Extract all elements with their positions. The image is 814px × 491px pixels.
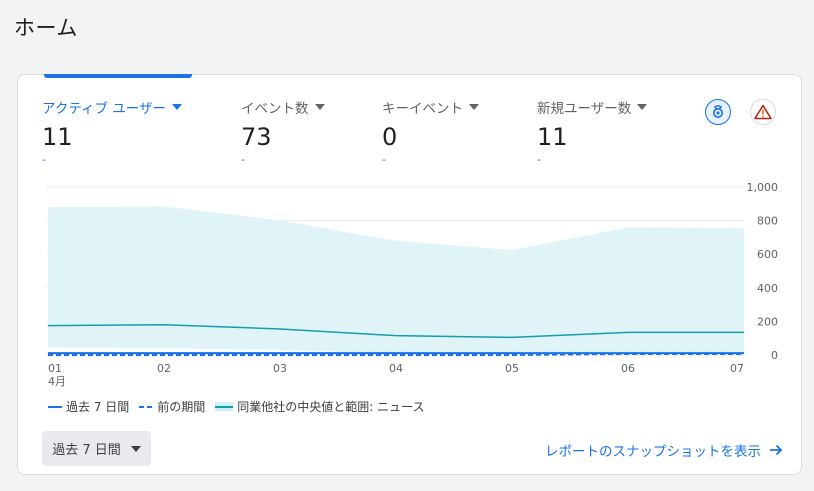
metric-tab-new-users[interactable]: 新規ユーザー数 11 - bbox=[537, 97, 648, 166]
metric-label-text: アクティブ ユーザー bbox=[42, 101, 167, 117]
legend-item-previous: 前の期間 bbox=[139, 398, 205, 415]
legend-label: 同業他社の中央値と範囲: ニュース bbox=[237, 400, 425, 414]
metric-label-new-users[interactable]: 新規ユーザー数 bbox=[537, 97, 648, 117]
metric-label-active-users[interactable]: アクティブ ユーザー bbox=[42, 97, 183, 117]
x-month-label: 4月 bbox=[48, 375, 66, 388]
y-tick-label: 0 bbox=[771, 349, 778, 362]
y-tick-label: 600 bbox=[757, 248, 778, 261]
metric-change: - bbox=[241, 153, 245, 166]
active-tab-indicator bbox=[44, 74, 192, 78]
caret-down-icon bbox=[172, 104, 183, 110]
peer-range-band bbox=[48, 206, 744, 355]
overview-card: アクティブ ユーザー 11 - イベント数 73 - キーイベント 0 - 新規… bbox=[17, 74, 802, 475]
date-range-dropdown[interactable]: 過去 7 日間 bbox=[42, 431, 151, 466]
date-range-label: 過去 7 日間 bbox=[52, 443, 121, 458]
metric-change: - bbox=[382, 153, 386, 166]
y-tick-label: 200 bbox=[757, 315, 778, 328]
page-title: ホーム bbox=[14, 16, 78, 40]
legend-label: 前の期間 bbox=[157, 400, 206, 414]
metric-label-text: イベント数 bbox=[241, 101, 309, 117]
legend-swatch bbox=[139, 405, 154, 408]
y-tick-label: 400 bbox=[757, 282, 778, 295]
metric-change: - bbox=[537, 153, 541, 166]
x-tick-label: 01 bbox=[48, 362, 62, 375]
metric-label-text: キーイベント bbox=[382, 101, 463, 117]
metric-tab-active-users[interactable]: アクティブ ユーザー 11 - bbox=[42, 97, 183, 166]
metric-value: 11 bbox=[42, 123, 73, 151]
metric-value: 11 bbox=[537, 123, 568, 151]
caret-down-icon bbox=[637, 104, 648, 110]
legend-item-benchmark: 同業他社の中央値と範囲: ニュース bbox=[215, 398, 425, 415]
x-tick-label: 06 bbox=[621, 362, 635, 375]
legend-swatch bbox=[48, 405, 62, 408]
metric-value: 73 bbox=[241, 123, 272, 151]
arrow-right-icon bbox=[770, 444, 783, 456]
metric-value: 0 bbox=[382, 123, 398, 151]
metric-label-key-events[interactable]: キーイベント bbox=[382, 97, 479, 117]
x-tick-label: 03 bbox=[273, 362, 287, 375]
metric-change: - bbox=[42, 153, 46, 166]
legend-item-current: 過去 7 日間 bbox=[48, 398, 129, 415]
metric-tab-key-events[interactable]: キーイベント 0 - bbox=[382, 97, 479, 166]
warning-icon[interactable] bbox=[750, 99, 776, 125]
chart-legend: 過去 7 日間 前の期間 同業他社の中央値と範囲: ニュース bbox=[48, 398, 425, 415]
y-tick-label: 800 bbox=[757, 215, 778, 228]
x-tick-label: 02 bbox=[157, 362, 171, 375]
x-tick-label: 04 bbox=[389, 362, 403, 375]
metric-label-text: 新規ユーザー数 bbox=[537, 101, 632, 117]
view-snapshot-link[interactable]: レポートのスナップショットを表示 bbox=[545, 440, 783, 460]
caret-down-icon bbox=[130, 445, 141, 452]
x-tick-label: 05 bbox=[505, 362, 519, 375]
snapshot-link-label: レポートのスナップショットを表示 bbox=[545, 444, 761, 460]
metric-tab-event-count[interactable]: イベント数 73 - bbox=[241, 97, 325, 166]
peer-median-line bbox=[47, 324, 744, 339]
metric-label-event-count[interactable]: イベント数 bbox=[241, 97, 325, 117]
x-tick-label: 07 bbox=[730, 362, 744, 375]
line-chart: 01 02 03 04 05 06 07 4月 1,000 800 600 400 200 0 bbox=[46, 181, 779, 388]
insights-icon[interactable] bbox=[705, 99, 731, 125]
legend-label: 過去 7 日間 bbox=[66, 400, 130, 414]
caret-down-icon bbox=[314, 104, 325, 110]
caret-down-icon bbox=[469, 104, 479, 110]
y-tick-label: 1,000 bbox=[747, 181, 779, 194]
legend-swatch bbox=[215, 402, 234, 411]
